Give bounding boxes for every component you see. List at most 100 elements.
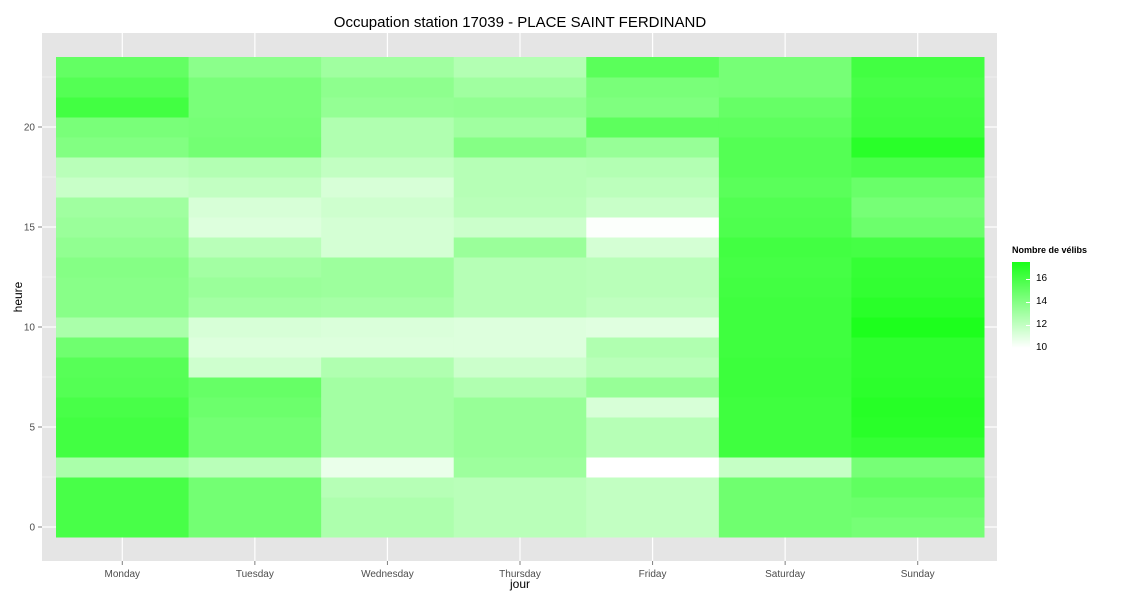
heatmap-cell bbox=[718, 197, 852, 218]
heatmap-cell bbox=[586, 457, 720, 478]
heatmap-cell bbox=[851, 417, 985, 438]
heatmap-cell bbox=[718, 397, 852, 418]
legend-label: 12 bbox=[1036, 319, 1048, 331]
heatmap-cell bbox=[586, 137, 720, 158]
heatmap-cell bbox=[851, 277, 985, 298]
heatmap-cell bbox=[56, 477, 190, 498]
heatmap-cell bbox=[586, 397, 720, 418]
heatmap-cell bbox=[851, 357, 985, 378]
heatmap-cell bbox=[586, 437, 720, 458]
heatmap-cell bbox=[586, 417, 720, 438]
heatmap-cell bbox=[321, 57, 455, 78]
heatmap-cell bbox=[321, 197, 455, 218]
heatmap-cell bbox=[453, 217, 587, 238]
heatmap-cell bbox=[453, 57, 587, 78]
heatmap-cell bbox=[321, 97, 455, 118]
heatmap-cell bbox=[453, 397, 587, 418]
heatmap-cell bbox=[586, 337, 720, 358]
heatmap-cell bbox=[586, 277, 720, 298]
heatmap-cell bbox=[851, 77, 985, 98]
x-tick-label: Monday bbox=[104, 569, 140, 580]
heatmap-cell bbox=[586, 257, 720, 278]
x-tick-label: Saturday bbox=[765, 569, 805, 580]
heatmap-cell bbox=[718, 477, 852, 498]
heatmap-cell bbox=[56, 257, 190, 278]
x-tick-label: Sunday bbox=[901, 569, 935, 580]
legend-label: 10 bbox=[1036, 342, 1048, 353]
heatmap-cell bbox=[321, 217, 455, 238]
heatmap-cell bbox=[718, 377, 852, 398]
heatmap-cell bbox=[851, 437, 985, 458]
heatmap-cell bbox=[453, 337, 587, 358]
heatmap-cell bbox=[453, 197, 587, 218]
x-tick-label: Tuesday bbox=[236, 569, 274, 580]
heatmap-cell bbox=[188, 197, 322, 218]
heatmap-cell bbox=[56, 357, 190, 378]
y-tick-label: 15 bbox=[24, 223, 36, 234]
heatmap-cell bbox=[188, 237, 322, 258]
heatmap-cell bbox=[188, 137, 322, 158]
heatmap-cell bbox=[586, 157, 720, 178]
heatmap-cell bbox=[718, 297, 852, 318]
heatmap-cell bbox=[321, 317, 455, 338]
heatmap-cell bbox=[188, 257, 322, 278]
legend-gradient-bar bbox=[1012, 262, 1030, 348]
legend-tick bbox=[1026, 279, 1030, 281]
heatmap-cell bbox=[851, 217, 985, 238]
heatmap-cell bbox=[321, 417, 455, 438]
heatmap-cell bbox=[188, 337, 322, 358]
heatmap-cell bbox=[718, 217, 852, 238]
heatmap-cell bbox=[321, 337, 455, 358]
heatmap-cell bbox=[851, 497, 985, 518]
heatmap-cell bbox=[56, 377, 190, 398]
heatmap-cell bbox=[851, 117, 985, 138]
heatmap-cell bbox=[453, 257, 587, 278]
heatmap-cell bbox=[453, 317, 587, 338]
heatmap-cell bbox=[718, 257, 852, 278]
heatmap-cell bbox=[188, 417, 322, 438]
heatmap-cell bbox=[851, 377, 985, 398]
heatmap-cell bbox=[851, 157, 985, 178]
heatmap-cell bbox=[718, 357, 852, 378]
heatmap-cell bbox=[188, 77, 322, 98]
heatmap-cell bbox=[586, 357, 720, 378]
heatmap-cell bbox=[586, 517, 720, 538]
legend: Nombre de vélibs 16 14 12 10 bbox=[1012, 245, 1122, 353]
heatmap-cell bbox=[453, 417, 587, 438]
heatmap-cell bbox=[718, 417, 852, 438]
heatmap-cell bbox=[321, 77, 455, 98]
legend-colorbar: 16 14 12 10 bbox=[1012, 259, 1122, 353]
heatmap-cell bbox=[188, 517, 322, 538]
y-axis-title: heure bbox=[11, 281, 25, 313]
legend-tick bbox=[1026, 348, 1030, 349]
heatmap-cell bbox=[56, 517, 190, 538]
heatmap-cell bbox=[56, 97, 190, 118]
heatmap-cell bbox=[586, 177, 720, 198]
heatmap-cell bbox=[718, 337, 852, 358]
heatmap-cell bbox=[586, 497, 720, 518]
heatmap-cell bbox=[56, 197, 190, 218]
x-tick-label: Friday bbox=[639, 569, 667, 580]
heatmap-cell bbox=[188, 217, 322, 238]
heatmap-cell bbox=[56, 57, 190, 78]
heatmap-cell bbox=[188, 117, 322, 138]
heatmap-cell bbox=[851, 457, 985, 478]
x-tick-label: Thursday bbox=[499, 569, 541, 580]
heatmap-cell bbox=[56, 157, 190, 178]
heatmap-cell bbox=[321, 397, 455, 418]
heatmap-cell bbox=[718, 497, 852, 518]
heatmap-cell bbox=[718, 277, 852, 298]
heatmap-cell bbox=[56, 417, 190, 438]
legend-tick bbox=[1026, 302, 1030, 304]
heatmap-cell bbox=[56, 497, 190, 518]
heatmap-cell bbox=[586, 77, 720, 98]
heatmap-cell bbox=[188, 57, 322, 78]
heatmap-cell bbox=[321, 297, 455, 318]
chart-title: Occupation station 17039 - PLACE SAINT F… bbox=[333, 14, 707, 31]
heatmap-cell bbox=[56, 437, 190, 458]
legend-tick bbox=[1026, 325, 1030, 327]
heatmap-cell bbox=[718, 97, 852, 118]
heatmap-cell bbox=[453, 237, 587, 258]
heatmap-cell bbox=[321, 497, 455, 518]
